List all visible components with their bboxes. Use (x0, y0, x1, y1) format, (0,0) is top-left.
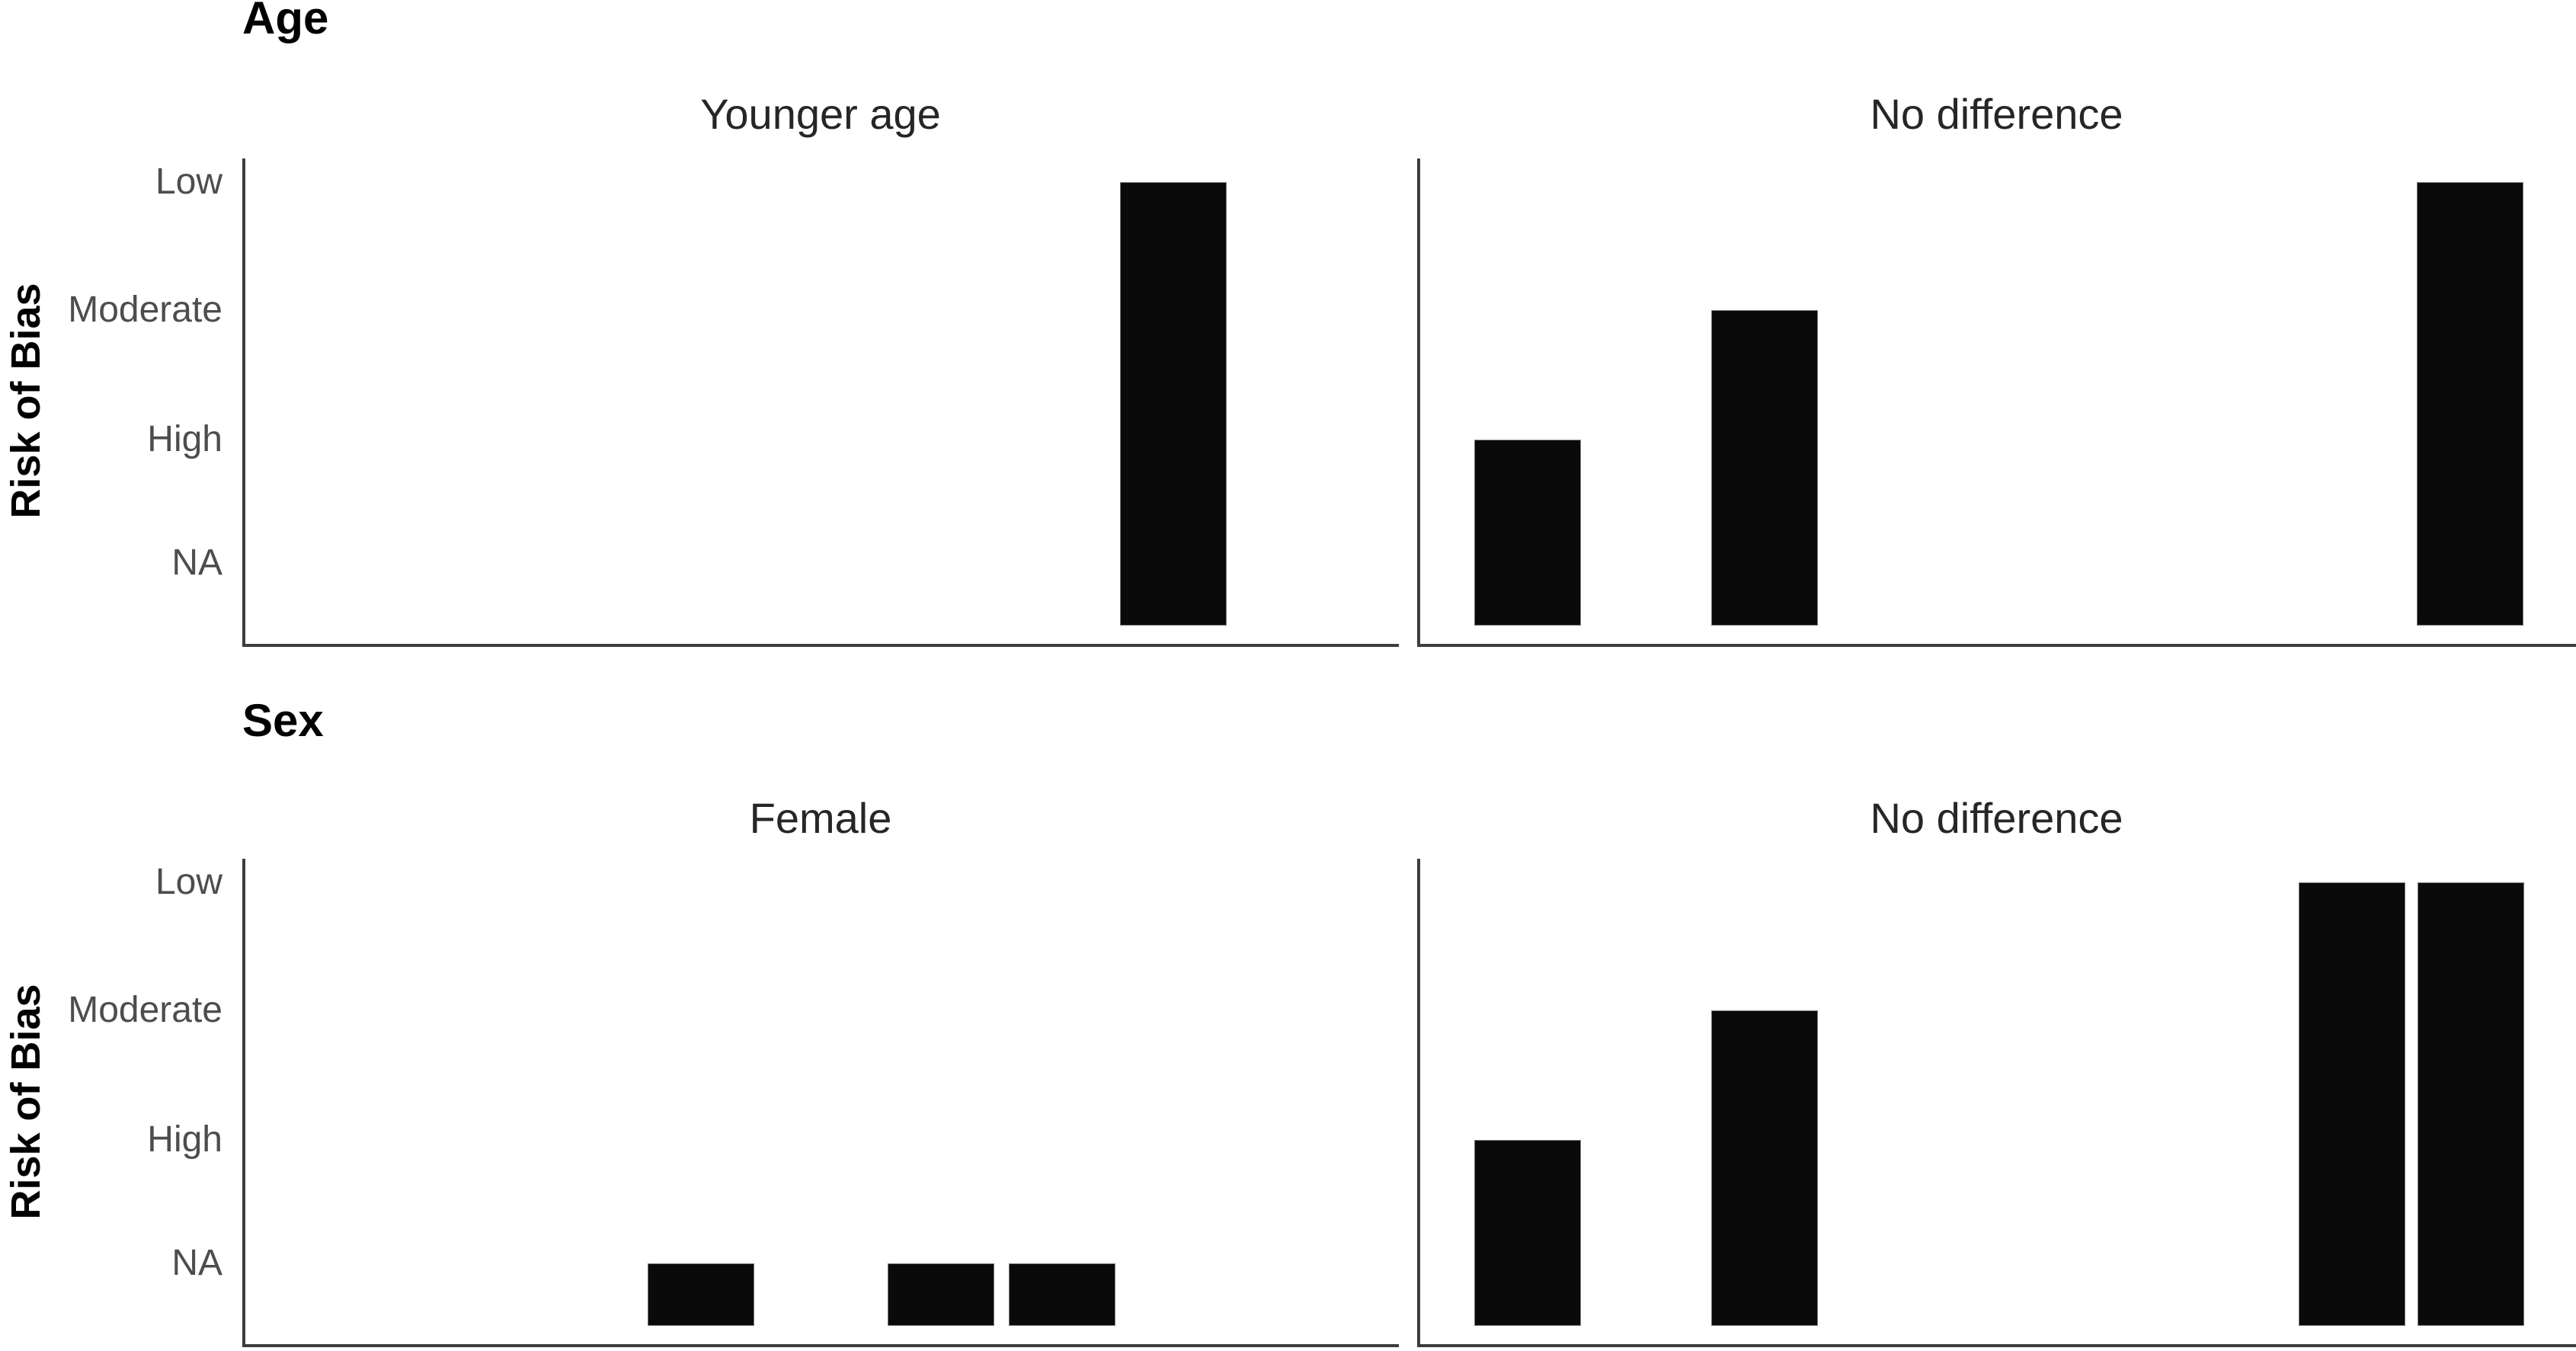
bar-na (648, 1263, 755, 1326)
panel-sex-female (242, 859, 1399, 1347)
bar-high (1474, 440, 1582, 626)
bar-moderate (1711, 310, 1819, 626)
bar-low (2298, 882, 2406, 1326)
y-tick-label-moderate: Moderate (68, 290, 222, 330)
bar-low (1119, 182, 1227, 626)
section-title-age: Age (242, 0, 329, 43)
panel-age-no-difference (1417, 158, 2576, 647)
panel-sex-no-difference (1417, 859, 2576, 1347)
y-tick-label-low: Low (155, 862, 222, 902)
y-tick-label-na: NA (171, 543, 222, 583)
facet-title-age-no-difference: No difference (1870, 90, 2123, 138)
panel-age-younger-age (242, 158, 1399, 647)
bar-na (1009, 1263, 1116, 1326)
facet-title-sex-no-difference: No difference (1870, 794, 2123, 842)
bar-low (2418, 882, 2525, 1326)
bar-na (888, 1263, 995, 1326)
y-tick-label-moderate: Moderate (68, 990, 222, 1030)
facet-title-sex-female: Female (749, 794, 892, 842)
y-tick-label-low: Low (155, 162, 222, 202)
y-tick-label-high: High (147, 419, 222, 459)
bar-moderate (1711, 1010, 1819, 1326)
bar-high (1474, 1140, 1582, 1326)
y-tick-label-high: High (147, 1119, 222, 1160)
bar-low (2416, 182, 2523, 626)
y-tick-label-na: NA (171, 1243, 222, 1283)
facet-title-age-younger-age: Younger age (700, 90, 941, 138)
section-title-sex: Sex (242, 695, 324, 746)
